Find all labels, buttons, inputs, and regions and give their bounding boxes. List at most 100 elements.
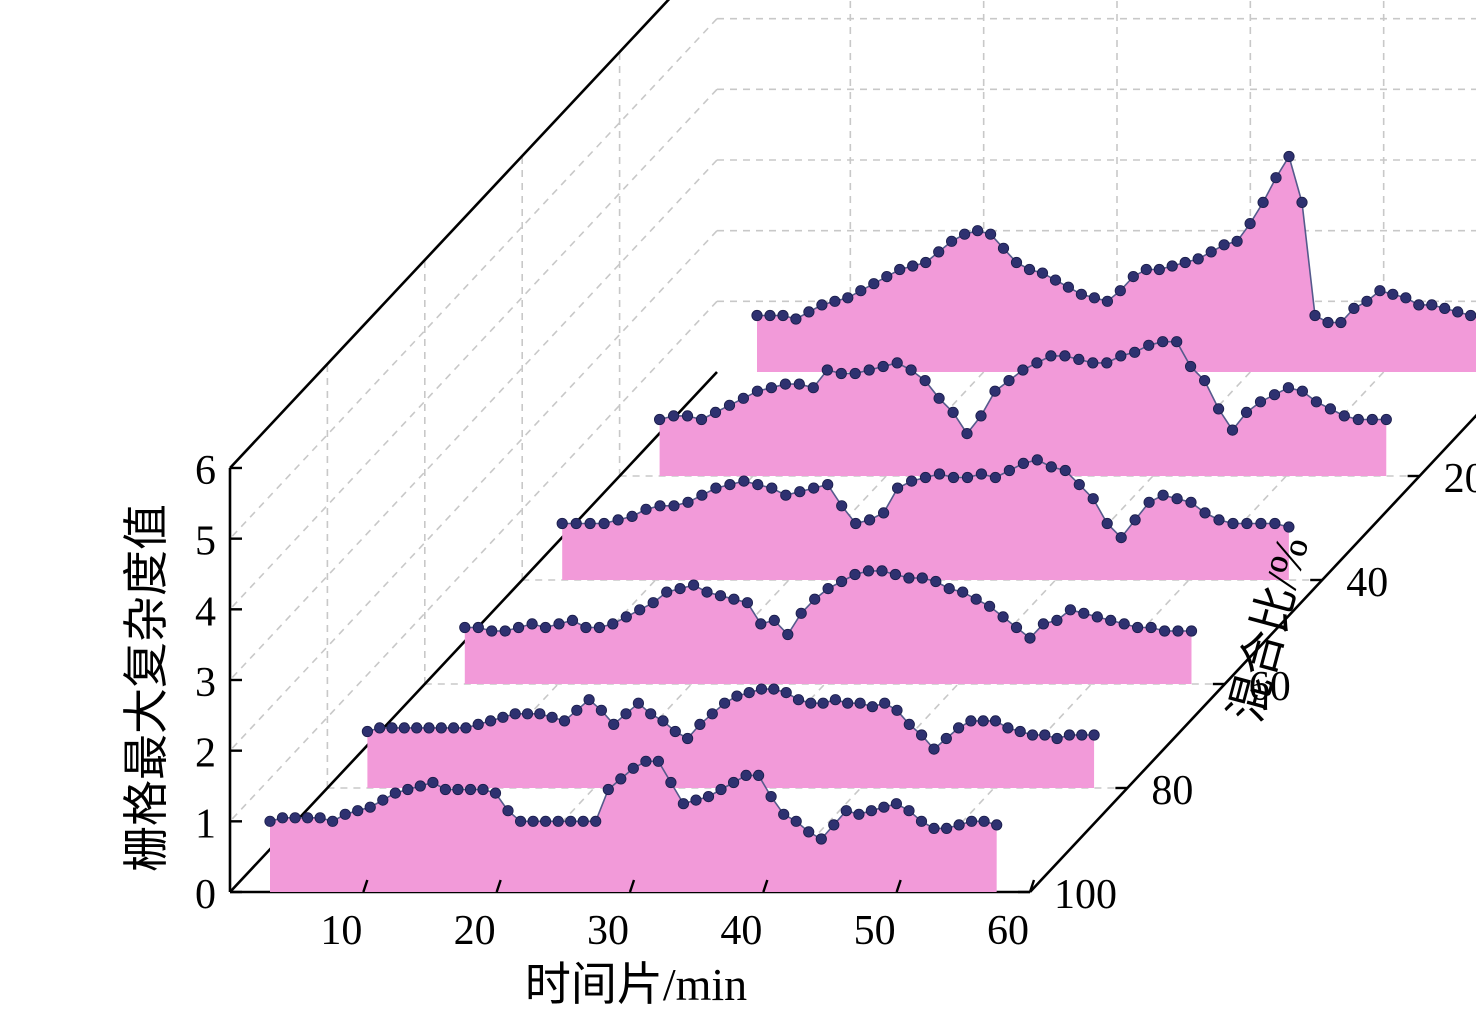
x-tick <box>762 879 769 893</box>
data-point <box>868 278 880 290</box>
data-point <box>1255 517 1267 530</box>
data-point <box>1465 309 1476 322</box>
data-point <box>668 500 680 512</box>
data-point <box>991 819 1003 831</box>
x-tick-label: 40 <box>720 908 762 954</box>
data-point <box>1087 493 1099 505</box>
x-tick <box>628 879 636 893</box>
data-point <box>682 496 694 508</box>
data-point <box>905 475 918 487</box>
y-tick-label: 2 <box>195 731 216 777</box>
data-point <box>752 769 765 782</box>
data-point <box>411 722 423 734</box>
data-point <box>1088 292 1101 304</box>
data-point <box>1374 285 1386 297</box>
series-100 <box>264 755 1003 892</box>
data-point <box>1348 302 1360 314</box>
data-point <box>790 313 802 325</box>
data-point <box>997 242 1010 254</box>
data-point <box>764 309 776 322</box>
data-point <box>840 805 852 817</box>
data-point <box>654 500 666 512</box>
data-point <box>919 374 931 387</box>
data-point <box>751 309 763 322</box>
data-point <box>289 812 301 824</box>
data-point <box>822 582 834 595</box>
data-point <box>961 427 973 440</box>
data-point <box>933 246 945 258</box>
data-point <box>828 819 840 831</box>
data-point <box>1157 489 1169 501</box>
data-point <box>947 406 959 418</box>
data-point <box>1171 336 1183 348</box>
data-point <box>477 783 489 796</box>
data-point <box>612 514 624 526</box>
data-point <box>1075 288 1088 300</box>
data-point <box>553 618 565 630</box>
data-point <box>665 776 677 789</box>
data-point <box>1115 531 1127 544</box>
data-point <box>352 805 364 817</box>
data-point <box>876 565 888 577</box>
data-point <box>829 295 841 307</box>
top-left-edge <box>229 0 671 469</box>
data-point <box>961 471 974 484</box>
series-0 <box>751 150 1476 372</box>
data-point <box>889 568 902 581</box>
data-point <box>301 812 314 824</box>
data-point <box>706 708 718 720</box>
data-point <box>702 790 715 803</box>
data-point <box>1101 517 1113 530</box>
data-point <box>965 715 977 727</box>
data-point <box>803 826 815 838</box>
data-point <box>1017 364 1029 376</box>
data-point <box>1049 274 1062 286</box>
data-point <box>975 410 987 422</box>
z-tick-labels: 020406080100 <box>1054 456 1476 918</box>
data-point <box>1309 309 1321 322</box>
series-area <box>757 156 1476 372</box>
data-point <box>1199 374 1211 387</box>
data-point <box>1179 256 1191 269</box>
data-point <box>1101 357 1113 369</box>
data-point <box>1073 353 1085 365</box>
data-point <box>566 614 579 627</box>
data-point <box>486 625 498 637</box>
data-point <box>276 812 289 824</box>
data-point <box>1283 150 1295 163</box>
data-point <box>878 801 890 813</box>
data-point <box>620 611 632 623</box>
x-tick-label: 30 <box>587 908 629 954</box>
data-point <box>881 270 893 283</box>
data-point <box>809 593 821 605</box>
data-point <box>737 392 750 404</box>
data-point <box>1400 292 1412 304</box>
x-tick-label: 60 <box>987 908 1029 954</box>
data-point <box>602 783 614 796</box>
data-point <box>1257 196 1269 208</box>
data-point <box>1143 339 1155 351</box>
data-point <box>1115 350 1127 362</box>
data-point <box>765 790 777 803</box>
data-point <box>1157 336 1169 348</box>
data-point <box>890 798 903 810</box>
data-point <box>386 722 398 734</box>
data-point <box>1269 517 1281 530</box>
data-point <box>696 489 708 501</box>
data-point <box>795 607 807 619</box>
data-point <box>790 815 802 827</box>
data-point <box>1129 346 1141 358</box>
data-point <box>657 715 669 727</box>
data-point <box>1062 281 1075 293</box>
data-point <box>1282 382 1295 394</box>
data-point <box>314 812 326 824</box>
series-area <box>367 689 1095 788</box>
data-point <box>1076 729 1088 741</box>
data-point <box>765 382 778 394</box>
data-point <box>835 575 848 588</box>
data-point <box>780 686 792 699</box>
data-point <box>989 471 1002 484</box>
data-point <box>497 711 509 723</box>
data-point <box>677 798 690 810</box>
